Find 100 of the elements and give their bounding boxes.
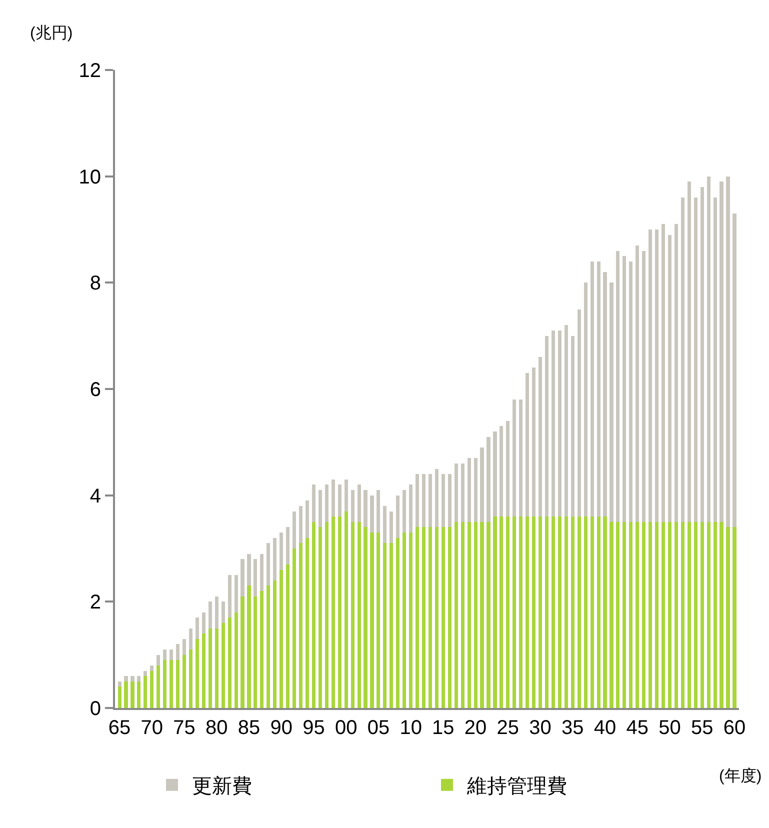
bar	[584, 282, 588, 517]
y-axis-title: (兆円)	[30, 24, 73, 42]
bar	[318, 527, 322, 708]
bar	[694, 522, 698, 708]
bar	[732, 527, 736, 708]
bar	[460, 522, 464, 708]
bar	[234, 612, 238, 708]
bar	[182, 654, 186, 708]
bar	[370, 532, 374, 708]
bar	[221, 602, 225, 623]
bar	[273, 538, 277, 580]
bar	[732, 214, 736, 528]
bar	[422, 527, 426, 708]
bar	[506, 420, 510, 517]
bar	[124, 681, 128, 708]
bar	[596, 261, 600, 517]
bar	[305, 538, 310, 708]
bar	[299, 506, 303, 544]
bar	[506, 516, 510, 708]
x-tick-label: 10	[400, 717, 422, 739]
bar	[610, 282, 614, 522]
bar	[292, 511, 296, 548]
bar	[454, 463, 458, 522]
bar	[700, 186, 704, 522]
x-tick-label: 40	[594, 717, 616, 739]
bar	[254, 596, 258, 708]
bar	[622, 522, 626, 708]
bar	[544, 336, 549, 517]
bar	[700, 522, 704, 708]
bar	[266, 586, 270, 708]
x-tick-label: 70	[140, 717, 164, 739]
bar	[544, 516, 549, 708]
bar	[467, 522, 471, 708]
legend-label: 維持管理費	[466, 776, 567, 798]
x-tick-label: 95	[302, 717, 325, 739]
bar	[454, 522, 458, 708]
x-tick-label: 65	[108, 717, 131, 739]
bar	[247, 586, 251, 708]
bar	[338, 484, 342, 517]
bar	[396, 495, 400, 538]
legend-label: 更新費	[192, 776, 252, 798]
x-tick-label: 00	[334, 717, 358, 739]
x-tick-label: 20	[464, 717, 487, 739]
bar	[486, 522, 490, 708]
bar	[195, 618, 199, 639]
bar	[409, 484, 413, 533]
bar	[240, 559, 244, 596]
bar	[402, 532, 406, 708]
bar	[280, 532, 284, 570]
bar	[428, 474, 432, 528]
bar	[118, 681, 122, 687]
bar	[674, 224, 678, 522]
bar	[260, 591, 264, 708]
bar	[150, 665, 154, 671]
bar	[687, 182, 691, 522]
bar	[324, 522, 328, 708]
bar	[577, 516, 581, 708]
bar	[144, 670, 148, 676]
bar	[318, 490, 322, 528]
bar	[396, 538, 400, 708]
bar	[622, 256, 626, 522]
bar	[674, 522, 678, 708]
bar	[350, 522, 354, 708]
bar	[538, 357, 542, 517]
x-tick-label: 05	[367, 717, 390, 739]
bar	[570, 516, 574, 708]
bar	[428, 527, 432, 708]
bar	[726, 176, 730, 528]
y-tick-label: 2	[90, 592, 101, 614]
bar	[163, 660, 167, 708]
bar	[240, 596, 244, 708]
bar	[448, 527, 452, 708]
bar	[195, 638, 199, 708]
bar	[273, 580, 277, 708]
bar	[467, 458, 471, 522]
x-tick-label: 45	[626, 717, 648, 739]
bar	[668, 522, 672, 708]
bar	[260, 554, 264, 592]
bar	[668, 234, 672, 522]
bar	[493, 432, 497, 517]
bar	[182, 638, 186, 655]
x-tick-label: 60	[723, 717, 746, 739]
bar	[156, 665, 160, 708]
bar	[383, 506, 387, 544]
bar	[500, 426, 504, 517]
bar	[512, 516, 516, 708]
bar	[312, 484, 316, 522]
bar	[726, 527, 730, 708]
bar	[480, 522, 484, 708]
bar	[331, 516, 335, 708]
bar	[532, 516, 536, 708]
bar	[208, 628, 212, 708]
bar	[357, 484, 361, 522]
bar	[480, 447, 484, 522]
bar	[376, 490, 380, 533]
bar	[493, 516, 497, 708]
bar	[170, 650, 174, 660]
bar	[383, 543, 387, 708]
bar	[144, 676, 148, 708]
bar	[350, 490, 354, 522]
